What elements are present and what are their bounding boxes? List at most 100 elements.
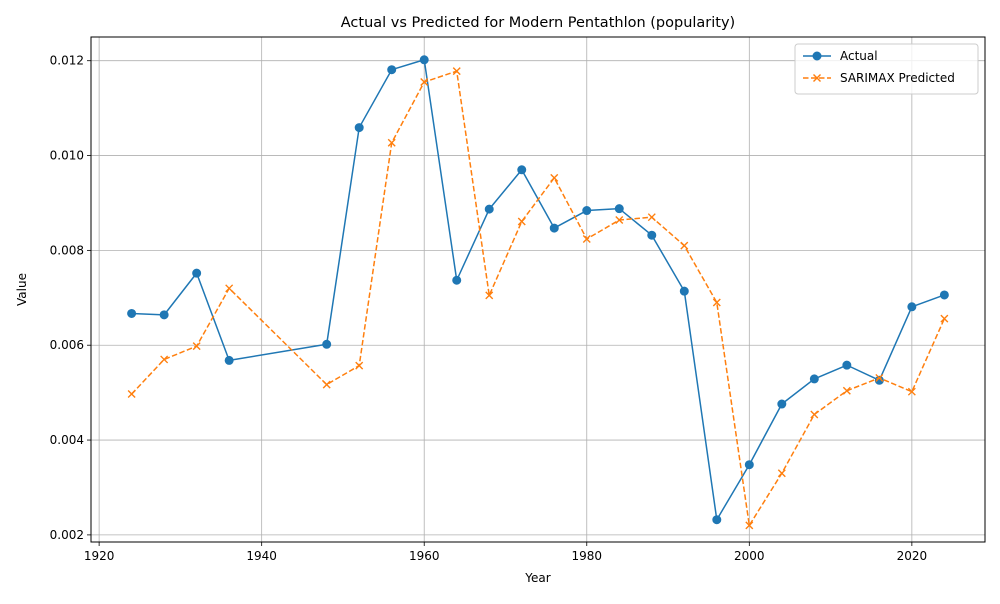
grid xyxy=(91,37,985,542)
y-tick-label: 0.002 xyxy=(50,528,84,542)
data-point-marker xyxy=(647,213,656,222)
data-point-marker xyxy=(679,286,689,296)
marker-stroke xyxy=(420,78,429,87)
data-point-marker xyxy=(647,230,657,240)
marker-stroke xyxy=(907,387,916,396)
data-point-marker xyxy=(452,275,462,285)
data-point-marker xyxy=(615,216,624,225)
marker-stroke xyxy=(322,380,331,389)
series-actual xyxy=(127,55,949,525)
legend-label: SARIMAX Predicted xyxy=(840,71,955,85)
data-point-marker xyxy=(680,241,689,250)
data-point-marker xyxy=(744,460,754,470)
data-point-marker xyxy=(322,339,332,349)
data-point-marker xyxy=(810,410,819,419)
data-point-marker xyxy=(159,310,169,320)
marker-stroke xyxy=(647,213,656,222)
data-point-marker xyxy=(842,386,851,395)
marker-stroke xyxy=(387,138,396,147)
data-point-marker xyxy=(225,284,234,293)
data-point-marker xyxy=(420,78,429,87)
data-point-marker xyxy=(485,291,494,300)
marker-stroke xyxy=(517,217,526,226)
data-point-marker xyxy=(419,55,429,65)
plot-frame xyxy=(90,36,986,543)
y-tick-label: 0.004 xyxy=(50,433,84,447)
data-point-marker xyxy=(127,390,136,399)
data-point-marker xyxy=(549,223,559,233)
data-point-marker xyxy=(582,235,591,243)
data-point-marker xyxy=(387,65,397,75)
data-point-marker xyxy=(712,298,721,307)
data-point-marker xyxy=(614,204,624,214)
data-point-marker xyxy=(322,380,331,389)
chart-title: Actual vs Predicted for Modern Pentathlo… xyxy=(341,15,735,31)
marker-stroke xyxy=(485,291,494,300)
x-tick-label: 2020 xyxy=(897,549,928,563)
x-tick-label: 1960 xyxy=(409,549,440,563)
legend: Actual SARIMAX Predicted xyxy=(794,43,979,95)
data-point-marker xyxy=(160,355,169,364)
data-point-marker xyxy=(224,355,234,365)
series-line xyxy=(131,59,945,521)
legend-entry: SARIMAX Predicted xyxy=(803,71,955,85)
data-point-marker xyxy=(940,314,949,323)
marker-stroke xyxy=(225,284,234,293)
y-tick-label: 0.010 xyxy=(50,149,84,163)
x-tick-label: 1920 xyxy=(84,549,115,563)
marker-stroke xyxy=(777,469,786,478)
marker-stroke xyxy=(810,410,819,419)
data-point-marker xyxy=(875,373,884,382)
data-point-marker xyxy=(745,521,754,530)
marker-stroke xyxy=(452,67,461,76)
marker-stroke xyxy=(940,314,949,323)
marker-stroke xyxy=(550,173,559,182)
legend-items: Actual SARIMAX Predicted xyxy=(803,49,955,85)
data-point-marker xyxy=(387,138,396,147)
marker-stroke xyxy=(712,298,721,307)
data-point-marker xyxy=(907,387,916,396)
axis-ticks: 1920 1940 1960 1980 2000 2020 0.002 0.004 0.006 0… xyxy=(50,54,927,563)
data-point-marker xyxy=(452,67,461,76)
data-point-marker xyxy=(127,308,137,318)
data-point-marker xyxy=(842,360,852,370)
marker-stroke xyxy=(192,342,201,351)
data-point-marker xyxy=(939,290,949,300)
data-point-marker xyxy=(813,74,821,82)
marker-stroke xyxy=(127,390,136,399)
data-point-marker xyxy=(354,123,364,133)
x-tick-label: 2000 xyxy=(734,549,765,563)
y-tick-label: 0.006 xyxy=(50,338,84,352)
series-layer xyxy=(127,55,949,530)
marker-stroke xyxy=(355,361,364,370)
data-point-marker xyxy=(192,342,201,351)
data-point-marker xyxy=(517,217,526,226)
marker-stroke xyxy=(582,235,591,243)
data-point-marker xyxy=(812,51,822,61)
series-line xyxy=(131,70,946,527)
marker-stroke xyxy=(842,386,851,395)
data-point-marker xyxy=(907,302,917,312)
y-axis-label: Value xyxy=(15,273,29,306)
data-point-marker xyxy=(355,361,364,370)
y-tick-label: 0.012 xyxy=(50,54,84,68)
legend-label: Actual xyxy=(840,49,878,63)
marker-stroke xyxy=(160,355,169,364)
series-sarimax-predicted xyxy=(127,67,949,530)
x-axis-label: Year xyxy=(524,571,550,585)
plot-area xyxy=(91,37,985,542)
marker-stroke xyxy=(813,74,821,82)
marker-stroke xyxy=(875,373,884,382)
data-point-marker xyxy=(777,469,786,478)
legend-entry: Actual xyxy=(803,49,878,63)
marker-stroke xyxy=(680,241,689,250)
data-point-marker xyxy=(809,374,819,384)
legend-box xyxy=(794,43,979,95)
data-point-marker xyxy=(582,206,592,216)
data-point-marker xyxy=(484,204,494,214)
data-point-marker xyxy=(712,515,722,525)
data-point-marker xyxy=(550,173,559,182)
marker-stroke xyxy=(745,521,754,530)
